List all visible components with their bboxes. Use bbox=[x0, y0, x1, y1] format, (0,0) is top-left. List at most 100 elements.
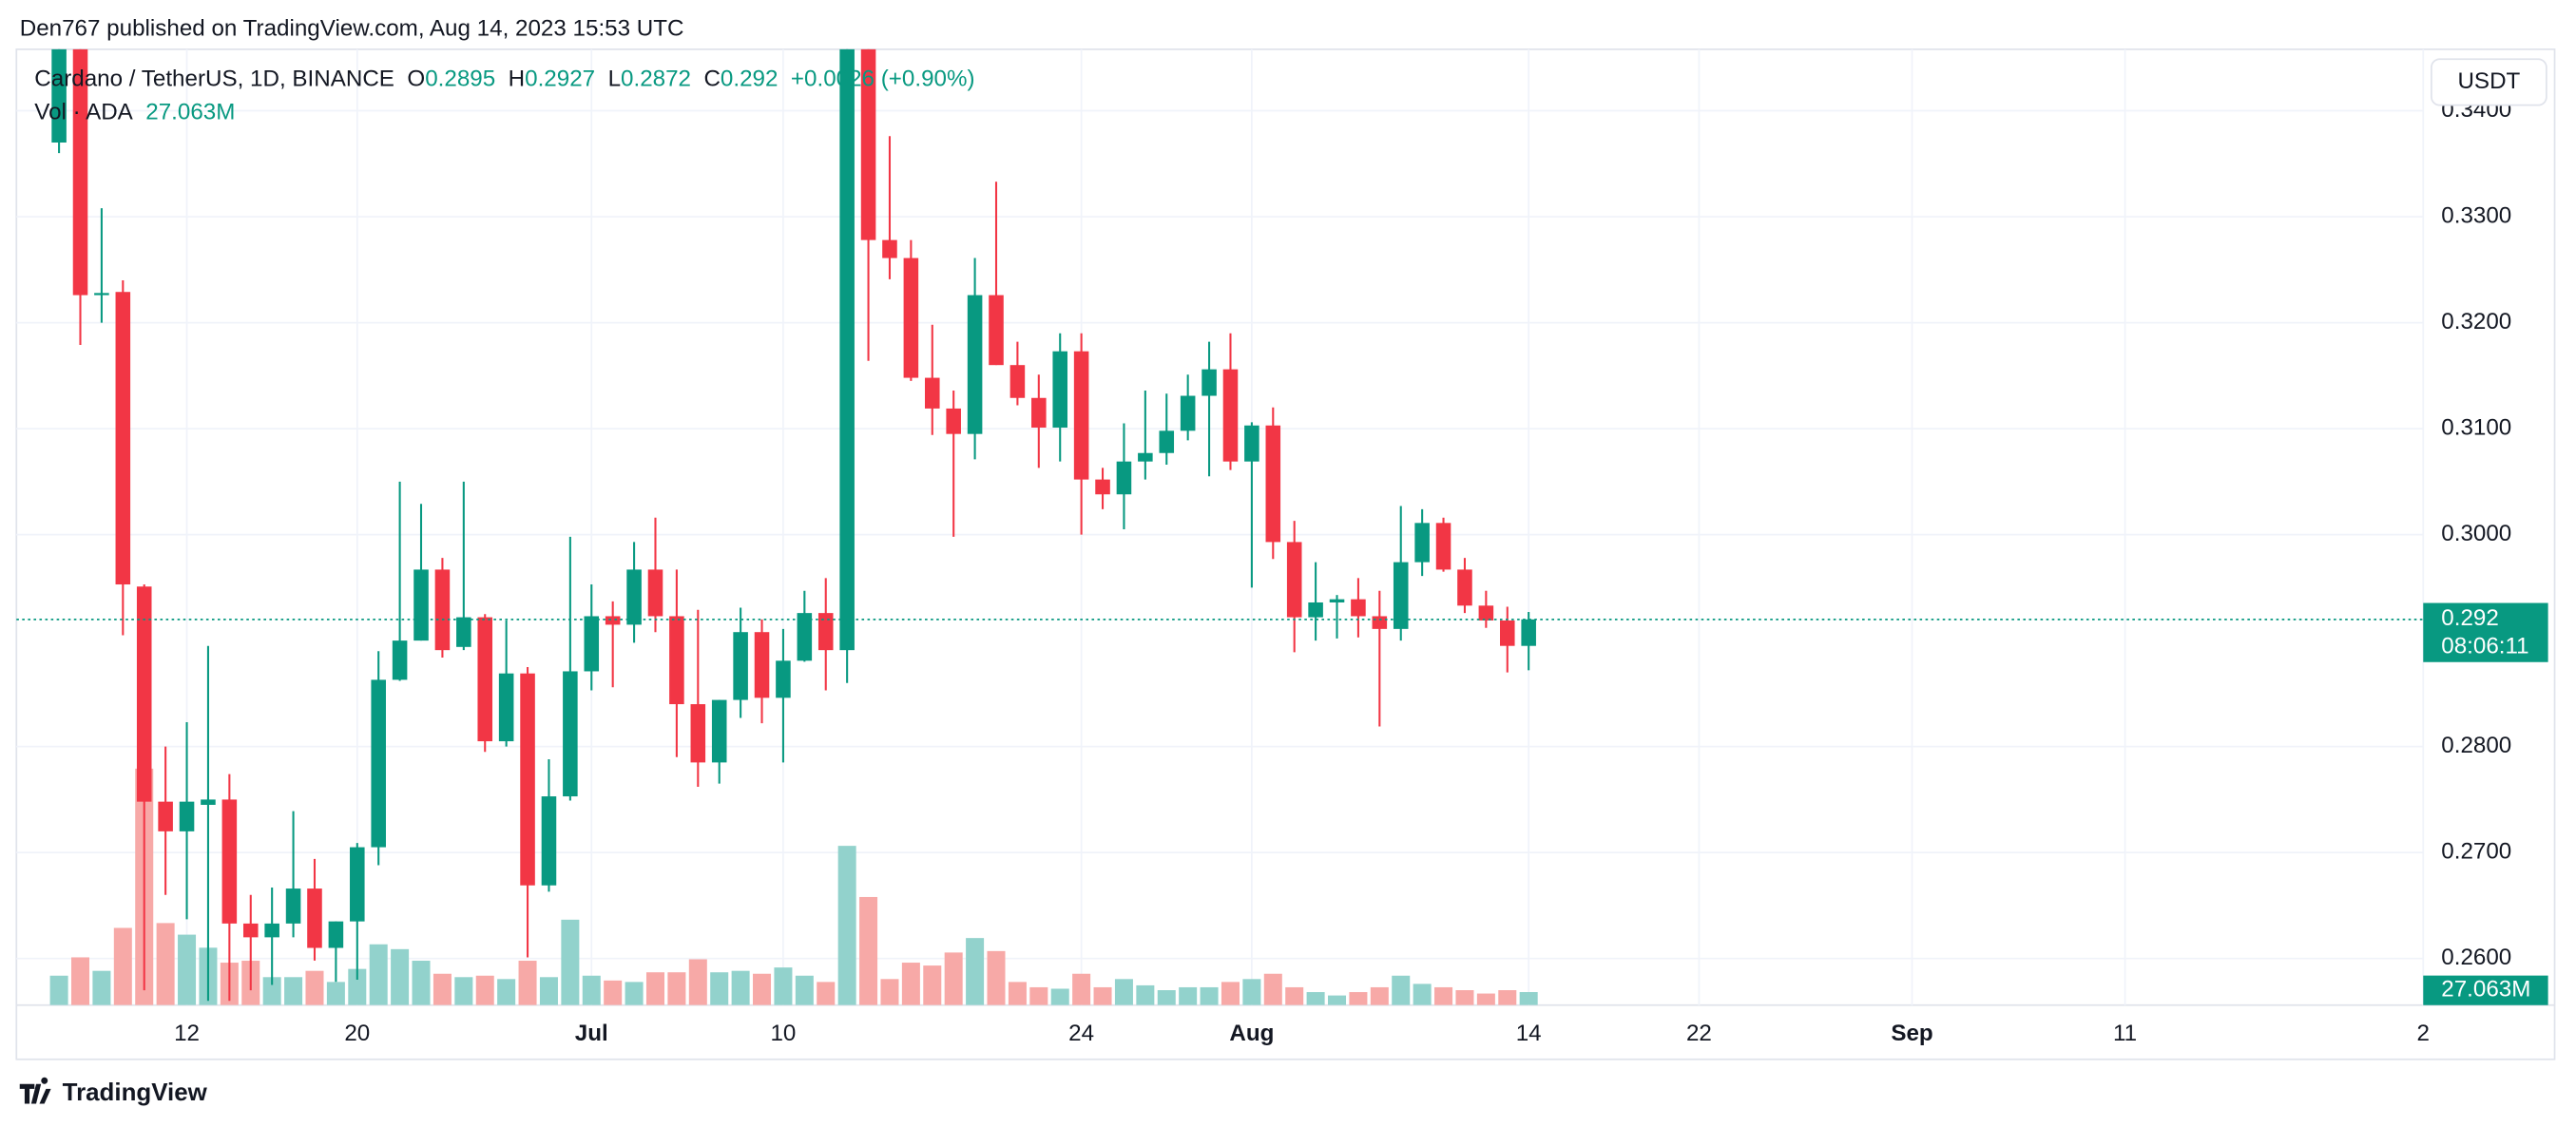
volume-bar bbox=[454, 977, 473, 1005]
candle-body bbox=[882, 239, 897, 258]
ohlc-letter: H bbox=[509, 67, 525, 92]
candle-body bbox=[925, 377, 940, 409]
volume-bar bbox=[688, 959, 707, 1005]
volume-bar bbox=[561, 919, 580, 1005]
volume-bar bbox=[731, 970, 750, 1005]
volume-bar bbox=[1242, 979, 1261, 1005]
volume-bar bbox=[817, 982, 836, 1005]
volume-bar bbox=[1008, 982, 1027, 1005]
volume-bar bbox=[667, 972, 686, 1005]
candle-body bbox=[903, 258, 919, 378]
ohlc-value: 0.2872 bbox=[621, 67, 691, 92]
volume-bar bbox=[70, 957, 90, 1005]
volume-bar bbox=[901, 963, 920, 1005]
volume-value: 27.063M bbox=[145, 100, 235, 125]
volume-bar bbox=[1328, 995, 1347, 1005]
candle-body bbox=[350, 847, 365, 922]
candle-body bbox=[520, 673, 535, 886]
candle-body bbox=[72, 48, 88, 296]
published-note: Den767 published on TradingView.com, Aug… bbox=[20, 16, 684, 42]
volume-bar bbox=[1498, 989, 1517, 1005]
volume-bar bbox=[837, 846, 856, 1005]
volume-bar bbox=[1476, 993, 1495, 1005]
candle-body bbox=[1457, 569, 1472, 606]
candle-body bbox=[647, 569, 663, 617]
volume-bar bbox=[1157, 989, 1176, 1005]
y-tick-label: 0.3300 bbox=[2441, 202, 2511, 228]
candle-body bbox=[1009, 365, 1026, 398]
candle-body bbox=[1116, 461, 1132, 495]
ohlc-value: 0.2927 bbox=[525, 67, 595, 92]
volume-bar bbox=[262, 977, 281, 1005]
candle-body bbox=[797, 613, 813, 661]
volume-bar bbox=[1306, 992, 1325, 1005]
volume-bar bbox=[1434, 986, 1453, 1005]
candle-body bbox=[754, 632, 770, 698]
candle-body bbox=[817, 613, 834, 651]
volume-tag bbox=[2423, 975, 2548, 1005]
volume-bar bbox=[795, 975, 814, 1005]
volume-bar bbox=[966, 938, 985, 1005]
candle-body bbox=[1180, 395, 1196, 431]
volume-bar bbox=[1519, 991, 1538, 1005]
x-tick-label: Aug bbox=[1229, 1021, 1274, 1046]
volume-bar bbox=[710, 972, 729, 1005]
ohlc-value: 0.2895 bbox=[425, 67, 495, 92]
candle-body bbox=[242, 923, 259, 938]
x-tick-label: 14 bbox=[1516, 1021, 1542, 1046]
volume-bar bbox=[1285, 986, 1304, 1005]
volume-bar bbox=[1050, 988, 1069, 1005]
candle-body bbox=[477, 617, 493, 742]
volume-bar bbox=[604, 980, 623, 1005]
volume-bar bbox=[369, 944, 388, 1005]
candle-body bbox=[413, 569, 429, 641]
volume-bar bbox=[859, 896, 878, 1005]
volume-bar bbox=[518, 961, 537, 1005]
volume-bar bbox=[284, 977, 303, 1005]
candle-body bbox=[733, 632, 748, 700]
candle-body bbox=[201, 799, 216, 805]
volume-bar bbox=[1029, 986, 1048, 1005]
change: +0.0026 (+0.90%) bbox=[791, 67, 975, 92]
volume-bar bbox=[178, 934, 197, 1005]
volume-bar bbox=[1263, 973, 1282, 1005]
y-tick-label: 0.3000 bbox=[2441, 521, 2511, 546]
x-tick-label: 11 bbox=[2113, 1021, 2137, 1046]
candle-body bbox=[264, 923, 279, 938]
volume-bar bbox=[326, 982, 345, 1005]
candle-body bbox=[1286, 542, 1302, 618]
volume-bar bbox=[433, 973, 452, 1005]
candle-body bbox=[1095, 479, 1110, 495]
x-tick-label: 10 bbox=[770, 1021, 796, 1046]
candle-body bbox=[328, 921, 344, 948]
volume-bar bbox=[1179, 986, 1198, 1005]
candle-body bbox=[1138, 452, 1153, 462]
volume-bar bbox=[944, 952, 963, 1005]
candle-body bbox=[626, 569, 642, 625]
candle-body bbox=[1435, 523, 1451, 570]
x-tick-label: 12 bbox=[174, 1021, 200, 1046]
volume-bar bbox=[923, 965, 942, 1005]
candle-body bbox=[1478, 605, 1494, 621]
volume-bars bbox=[49, 768, 1538, 1005]
candle-body bbox=[456, 617, 471, 647]
ohlc-letter: C bbox=[703, 67, 720, 92]
candle-body bbox=[179, 801, 195, 831]
currency-button[interactable] bbox=[2431, 58, 2547, 106]
volume-bar bbox=[113, 927, 132, 1005]
candle-body bbox=[1201, 369, 1217, 396]
candle-body bbox=[1222, 369, 1239, 462]
candle-body bbox=[669, 616, 684, 705]
volume-bar bbox=[1370, 986, 1389, 1005]
candle-body bbox=[541, 796, 557, 886]
candle-body bbox=[307, 888, 322, 948]
candle-body bbox=[158, 801, 173, 831]
currency[interactable]: USDT bbox=[2457, 68, 2520, 94]
volume-bar bbox=[582, 975, 601, 1005]
x-tick-label: Jul bbox=[575, 1021, 608, 1046]
volume-bar bbox=[1349, 992, 1368, 1005]
volume-bar bbox=[539, 977, 558, 1005]
candle-body bbox=[136, 586, 152, 802]
